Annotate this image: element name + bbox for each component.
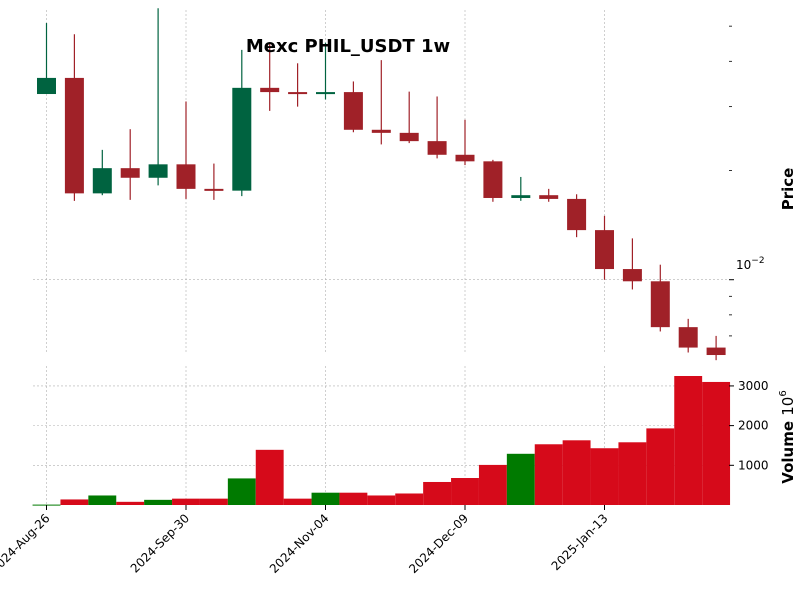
price-tick-label: 10−2 bbox=[736, 256, 765, 272]
volume-bar bbox=[172, 498, 200, 505]
volume-bar bbox=[116, 501, 145, 505]
volume-bar bbox=[478, 464, 507, 505]
volume-bar bbox=[199, 498, 228, 505]
volume-bar bbox=[702, 381, 731, 505]
price-axis-label: Price bbox=[779, 168, 797, 211]
candle-body bbox=[232, 87, 252, 191]
volume-bars bbox=[32, 376, 731, 506]
volume-multiplier-base: 10 bbox=[779, 397, 797, 416]
volume-tick-label: 2000 bbox=[738, 419, 769, 433]
x-tick-label: 2024-Sep-30 bbox=[128, 511, 192, 575]
candle-body bbox=[148, 164, 168, 178]
volume-bar bbox=[534, 444, 563, 505]
volume-bar bbox=[674, 376, 703, 505]
candle-body bbox=[204, 188, 224, 191]
candle-body bbox=[399, 132, 419, 142]
volume-bar bbox=[255, 449, 284, 505]
volume-bar bbox=[562, 440, 591, 505]
x-tick-label: 2024-Nov-04 bbox=[267, 511, 332, 576]
candle-body bbox=[539, 195, 559, 199]
x-tick-label: 2024-Aug-26 bbox=[0, 511, 53, 576]
volume-bar bbox=[283, 498, 312, 505]
volume-bar bbox=[227, 478, 256, 505]
candle-body bbox=[678, 327, 698, 348]
volume-bar bbox=[367, 495, 396, 505]
candle-body bbox=[316, 92, 335, 95]
volume-bar bbox=[144, 499, 173, 505]
candle-body bbox=[288, 92, 308, 95]
candle-body bbox=[260, 87, 280, 93]
volume-tick-label: 1000 bbox=[738, 458, 769, 472]
volume-tick-label: 3000 bbox=[738, 379, 769, 393]
candle-body bbox=[650, 281, 670, 328]
candle-body bbox=[622, 269, 642, 282]
candle-body bbox=[120, 168, 140, 178]
volume-bar bbox=[423, 481, 452, 505]
volume-bar bbox=[395, 493, 424, 505]
volume-multiplier-exp: 6 bbox=[778, 390, 789, 396]
x-tick-label: 2024-Dec-09 bbox=[406, 511, 471, 576]
volume-bar bbox=[451, 478, 479, 505]
candle-body bbox=[511, 195, 531, 198]
volume-bar bbox=[88, 495, 117, 505]
price-tick-exp: −2 bbox=[751, 256, 764, 266]
volume-bar bbox=[60, 499, 89, 505]
candle-body bbox=[567, 198, 587, 231]
candle-body bbox=[483, 161, 503, 198]
volume-bar bbox=[339, 492, 368, 505]
volume-bar bbox=[311, 492, 340, 505]
candle-body bbox=[706, 347, 726, 356]
price-tick-base: 10 bbox=[736, 258, 751, 272]
candle-body bbox=[92, 168, 112, 194]
candle-body bbox=[64, 77, 84, 194]
volume-bar bbox=[646, 428, 675, 505]
candle-body bbox=[427, 141, 447, 155]
candle-body bbox=[343, 92, 363, 130]
volume-axis-label: Volume 106 bbox=[778, 390, 797, 483]
chart-title: Mexc PHIL_USDT 1w bbox=[246, 36, 450, 57]
candle-body bbox=[455, 154, 475, 162]
volume-bar bbox=[506, 453, 535, 505]
candle-body bbox=[37, 77, 56, 95]
candle-body bbox=[176, 164, 196, 189]
volume-axis-label-text: Volume bbox=[779, 421, 797, 484]
candles bbox=[37, 8, 726, 361]
x-tick-label: 2025-Jan-13 bbox=[549, 511, 611, 573]
volume-bar bbox=[618, 442, 647, 505]
candle-body bbox=[595, 230, 614, 270]
candle-body bbox=[371, 129, 391, 133]
volume-bar bbox=[590, 448, 619, 505]
